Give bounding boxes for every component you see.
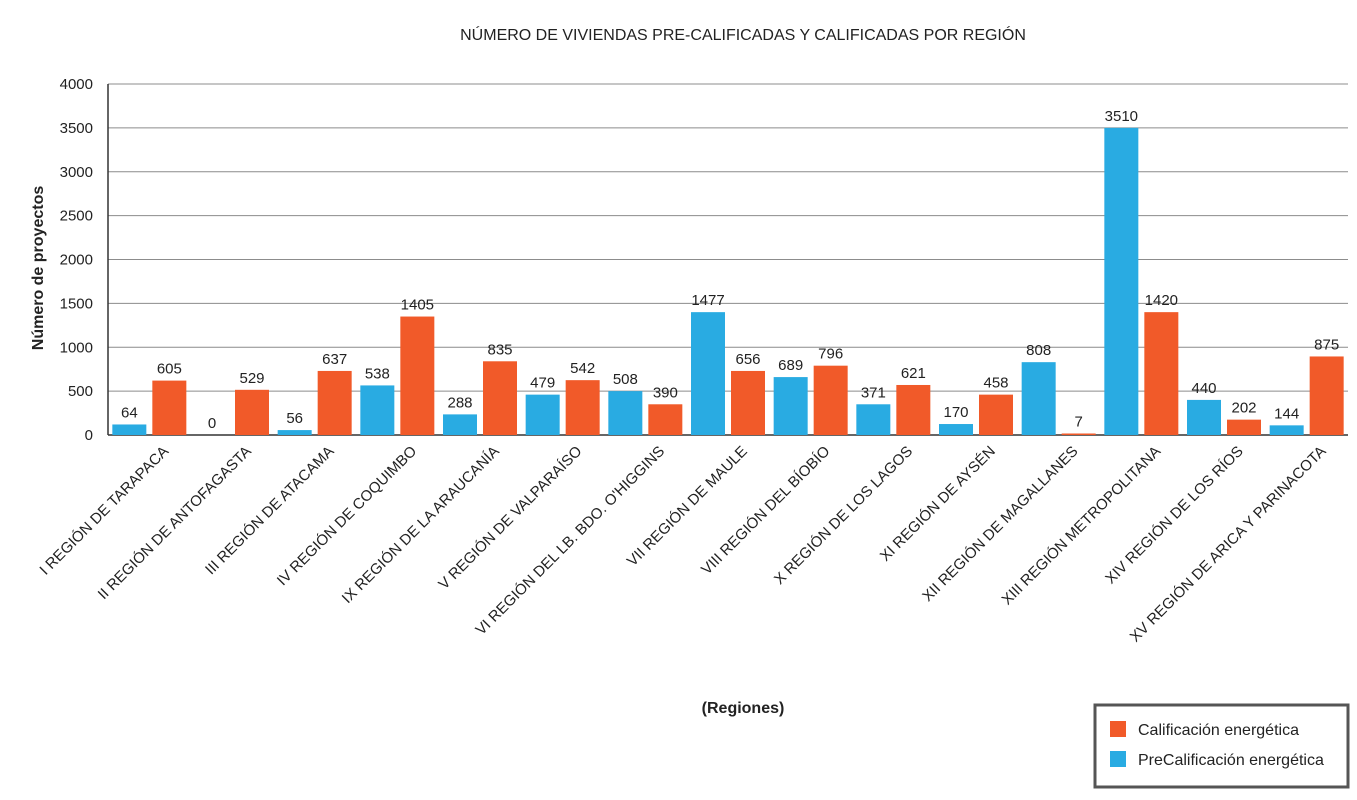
data-label-precalificacion: 508 <box>613 371 638 388</box>
x-tick-label: IX REGIÓN DE LA ARAUCANÍA <box>339 443 503 607</box>
bar-precalificacion <box>443 414 477 435</box>
data-label-precalificacion: 538 <box>365 365 390 382</box>
data-label-calificacion: 875 <box>1314 336 1339 353</box>
y-tick-label: 1500 <box>60 295 93 312</box>
data-label-calificacion: 542 <box>570 360 595 377</box>
y-axis-title: Número de proyectos <box>30 186 47 351</box>
bar-precalificacion <box>360 385 395 435</box>
legend-label-precalificacion: PreCalificación energética <box>1138 752 1324 769</box>
bar-precalificacion <box>277 430 312 435</box>
data-label-calificacion: 7 <box>1074 414 1082 431</box>
bar-calificacion <box>979 394 1013 435</box>
grid <box>107 83 1348 436</box>
bar-calificacion <box>1227 419 1261 435</box>
legend: Calificación energética PreCalificación … <box>1093 703 1350 789</box>
x-axis-title: (Regiones) <box>702 700 785 717</box>
chart-title: NÚMERO DE VIVIENDAS PRE-CALIFICADAS Y CA… <box>460 25 1026 44</box>
y-tick-label: 500 <box>68 383 93 400</box>
x-tick-label: IV REGIÓN DE COQUIMBO <box>274 443 420 589</box>
data-label-precalificacion: 1477 <box>691 292 724 309</box>
bar-calificacion <box>565 380 600 435</box>
data-label-calificacion: 637 <box>322 351 347 368</box>
legend-swatch-precalificacion <box>1110 751 1126 767</box>
bar-precalificacion <box>608 391 643 435</box>
data-label-precalificacion: 288 <box>447 394 472 411</box>
data-label-calificacion: 529 <box>239 370 264 387</box>
bar-calificacion <box>317 370 352 435</box>
data-label-calificacion: 390 <box>653 384 678 401</box>
x-tick-label: II REGIÓN DE ANTOFAGASTA <box>95 443 255 603</box>
x-tick-label: XIV REGIÓN DE LOS RÍOS <box>1102 443 1247 588</box>
data-label-precalificacion: 689 <box>778 357 803 374</box>
x-tick-label: XII REGIÓN DE MAGALLANES <box>919 443 1081 605</box>
legend-label-calificacion: Calificación energética <box>1138 722 1299 739</box>
x-tick-label: VI REGIÓN DEL LB. BDO. O'HIGGINS <box>472 443 668 639</box>
y-tick-label: 3500 <box>60 120 93 137</box>
y-tick-label: 0 <box>85 427 93 444</box>
bar-calificacion <box>1061 433 1096 435</box>
data-label-precalificacion: 170 <box>943 404 968 421</box>
bars <box>112 127 1344 435</box>
legend-border <box>1093 703 1350 789</box>
x-tick-label: X REGIÓN DE LOS LAGOS <box>771 443 916 588</box>
bar-precalificacion <box>1021 362 1056 435</box>
data-label-precalificacion: 0 <box>208 415 216 432</box>
bar-precalificacion <box>939 424 973 435</box>
data-label-precalificacion: 64 <box>121 404 138 421</box>
data-label-calificacion: 1405 <box>401 297 434 314</box>
y-tick-label: 1000 <box>60 339 93 356</box>
legend-swatch-calificacion <box>1110 721 1126 737</box>
x-tick-label: I REGIÓN DE TARAPACA <box>36 443 172 579</box>
bar-calificacion <box>896 384 931 435</box>
data-label-calificacion: 1420 <box>1145 292 1178 309</box>
bar-precalificacion <box>856 404 891 435</box>
data-label-calificacion: 656 <box>735 351 760 368</box>
bar-calificacion <box>400 316 435 435</box>
bar-calificacion <box>483 361 517 435</box>
x-tick-label: V REGIÓN DE VALPARAÍSO <box>435 443 585 593</box>
bar-precalificacion <box>1187 399 1221 435</box>
data-label-precalificacion: 440 <box>1191 380 1216 397</box>
data-label-precalificacion: 56 <box>286 410 303 427</box>
bar-precalificacion <box>1269 425 1304 435</box>
bar-calificacion <box>1309 356 1344 435</box>
data-label-calificacion: 605 <box>157 361 182 378</box>
bar-precalificacion <box>112 424 147 435</box>
bar-precalificacion <box>1104 127 1139 435</box>
bar-calificacion <box>1144 312 1179 435</box>
bar-calificacion <box>648 404 683 435</box>
data-label-calificacion: 458 <box>983 375 1008 392</box>
bar-calificacion <box>235 389 269 435</box>
x-tick-label: XIII REGIÓN METROPOLITANA <box>999 443 1165 609</box>
data-label-precalificacion: 808 <box>1026 342 1051 359</box>
data-label-calificacion: 796 <box>818 346 843 363</box>
bar-precalificacion <box>691 312 725 435</box>
value-labels: 64 605 0 529 56 637 538 1405 288 835 479 542 508 390 1… <box>121 108 1339 432</box>
data-label-calificacion: 202 <box>1231 400 1256 417</box>
bar-precalificacion <box>525 394 560 435</box>
data-label-precalificacion: 479 <box>530 375 555 392</box>
data-label-calificacion: 621 <box>901 365 926 382</box>
data-label-calificacion: 835 <box>487 341 512 358</box>
y-tick-label: 2000 <box>60 252 93 269</box>
bar-calificacion <box>731 370 765 435</box>
y-tick-label: 2500 <box>60 208 93 225</box>
y-tick-label: 3000 <box>60 164 93 181</box>
bar-calificacion <box>152 380 187 435</box>
data-label-precalificacion: 371 <box>861 384 886 401</box>
data-label-precalificacion: 3510 <box>1105 108 1138 125</box>
y-axis-ticks: 0 500 1000 1500 2000 2500 3000 3500 4000 <box>60 76 93 444</box>
bar-precalificacion <box>773 377 808 435</box>
y-tick-label: 4000 <box>60 76 93 93</box>
bar-calificacion <box>813 365 848 435</box>
data-label-precalificacion: 144 <box>1274 405 1299 422</box>
